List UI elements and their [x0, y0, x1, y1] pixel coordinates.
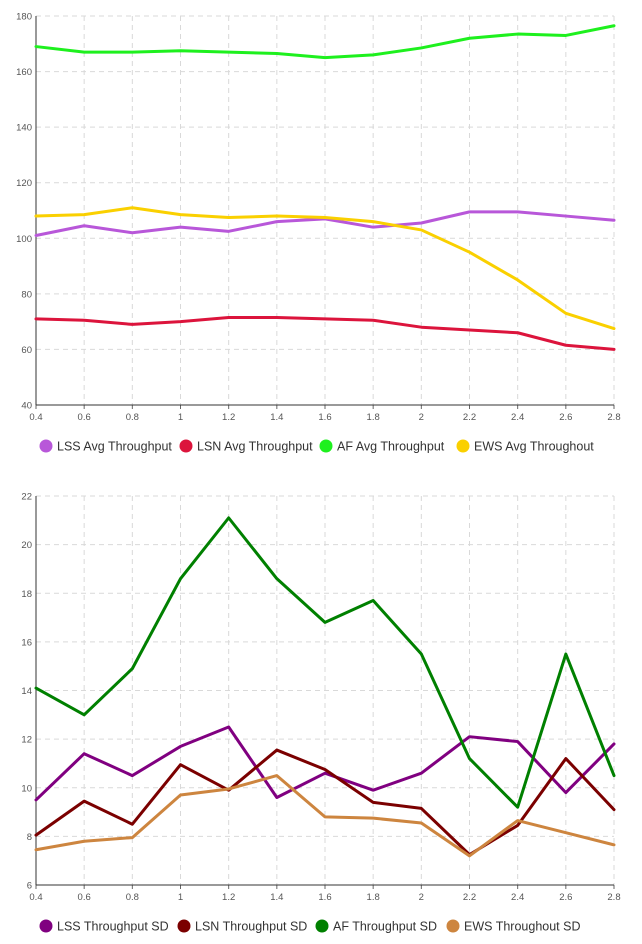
- legend-item[interactable]: EWS Throughout SD: [446, 919, 581, 934]
- legend-label: EWS Avg Throughout: [474, 440, 594, 454]
- y-tick-label: 20: [21, 540, 32, 551]
- legend-swatch: [456, 439, 470, 453]
- legend-label: LSS Throughput SD: [57, 920, 169, 934]
- x-tick-label: 2.8: [607, 892, 620, 903]
- y-tick-label: 80: [21, 289, 32, 300]
- x-tick-label: 1: [178, 412, 183, 423]
- x-tick-label: 2.6: [559, 892, 572, 903]
- chart-1: 40 60 80 100 120 140 160 180 0.4 0.6 0.8 1 1.2 1.4 1.6…: [16, 12, 620, 454]
- x-tick-label: 2.6: [559, 412, 572, 423]
- legend-swatch: [177, 919, 191, 933]
- x-tick-label: 2.2: [463, 892, 476, 903]
- y-tick-label: 120: [16, 178, 32, 189]
- chart-2: 6 8 10 12 14 16 18 20 22 0.4 0.6 0.8 1 1.2 1.4 1.6 1.8 2 2…: [21, 492, 620, 934]
- x-tick-label: 0.6: [78, 412, 91, 423]
- x-tick-label: 2: [419, 412, 424, 423]
- legend: LSS Avg Throughput LSN Avg Throughput AF A…: [39, 439, 595, 454]
- x-tick-label: 0.4: [29, 892, 42, 903]
- legend-label: AF Throughput SD: [333, 920, 437, 934]
- legend-swatch: [319, 439, 333, 453]
- legend-item[interactable]: LSS Throughput SD: [39, 919, 169, 934]
- x-tick-label: 2: [419, 892, 424, 903]
- y-tick-label: 100: [16, 234, 32, 245]
- x-tick-label: 2.4: [511, 892, 524, 903]
- x-tick-label: 0.6: [78, 892, 91, 903]
- legend-label: EWS Throughout SD: [464, 920, 581, 934]
- legend-item[interactable]: AF Throughput SD: [315, 919, 438, 934]
- legend-item[interactable]: LSS Avg Throughput: [39, 439, 173, 454]
- x-tick-label: 1.8: [367, 412, 380, 423]
- x-tick-label: 2.2: [463, 412, 476, 423]
- x-tick-label: 1.6: [318, 892, 331, 903]
- legend-label: LSS Avg Throughput: [57, 440, 172, 454]
- x-tick-label: 1.2: [222, 892, 235, 903]
- y-tick-label: 12: [21, 735, 32, 746]
- y-tick-label: 140: [16, 123, 32, 134]
- y-tick-label: 22: [21, 492, 32, 503]
- x-tick-label: 1: [178, 892, 183, 903]
- y-tick-label: 16: [21, 637, 32, 648]
- y-tick-label: 10: [21, 783, 32, 794]
- y-tick-label: 14: [21, 686, 32, 697]
- y-tick-label: 18: [21, 589, 32, 600]
- x-tick-label: 1.2: [222, 412, 235, 423]
- series-line-4: [34, 774, 616, 858]
- series-line-3: [34, 24, 616, 60]
- series-line-3: [34, 516, 616, 809]
- series-line-2: [34, 315, 616, 351]
- legend-label: LSN Avg Throughput: [197, 440, 313, 454]
- legend-swatch: [39, 919, 53, 933]
- x-tick-label: 2.8: [607, 412, 620, 423]
- x-tick-label: 0.8: [126, 892, 139, 903]
- series-line-4: [34, 206, 616, 331]
- x-tick-label: 1.8: [367, 892, 380, 903]
- x-tick-label: 0.8: [126, 412, 139, 423]
- legend-item[interactable]: EWS Avg Throughout: [456, 439, 595, 454]
- series-line-1: [34, 725, 616, 802]
- y-tick-label: 160: [16, 67, 32, 78]
- legend-item[interactable]: LSN Avg Throughput: [179, 439, 314, 454]
- y-tick-label: 8: [27, 832, 32, 843]
- legend-swatch: [39, 439, 53, 453]
- legend-item[interactable]: LSN Throughput SD: [177, 919, 308, 934]
- y-tick-label: 180: [16, 12, 32, 23]
- y-tick-label: 6: [27, 881, 32, 892]
- legend: LSS Throughput SD LSN Throughput SD AF Thr…: [39, 919, 581, 934]
- x-tick-label: 1.4: [270, 892, 283, 903]
- legend-swatch: [446, 919, 460, 933]
- legend-label: AF Avg Throughput: [337, 440, 445, 454]
- legend-item[interactable]: AF Avg Throughput: [319, 439, 445, 454]
- series-line-2: [34, 748, 616, 857]
- legend-swatch: [179, 439, 193, 453]
- x-tick-label: 0.4: [29, 412, 42, 423]
- y-tick-label: 40: [21, 401, 32, 412]
- x-tick-label: 1.4: [270, 412, 283, 423]
- y-tick-label: 60: [21, 345, 32, 356]
- legend-label: LSN Throughput SD: [195, 920, 307, 934]
- legend-swatch: [315, 919, 329, 933]
- x-tick-label: 2.4: [511, 412, 524, 423]
- x-tick-label: 1.6: [318, 412, 331, 423]
